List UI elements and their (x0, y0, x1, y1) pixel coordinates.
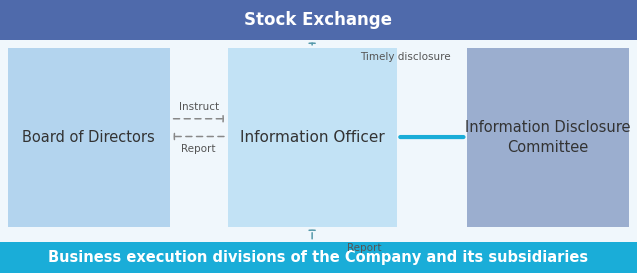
Bar (0, 0, 637, 40)
Text: Report: Report (347, 244, 382, 253)
Bar (228, 48, 397, 227)
Text: Stock Exchange: Stock Exchange (245, 11, 392, 29)
Bar (467, 48, 629, 227)
Bar (8, 48, 170, 227)
Text: Board of Directors: Board of Directors (22, 130, 155, 145)
Text: Information Disclosure
Committee: Information Disclosure Committee (466, 120, 631, 155)
Text: Instruct: Instruct (179, 102, 218, 112)
Text: Report: Report (182, 144, 216, 154)
Text: Timely disclosure: Timely disclosure (360, 52, 450, 62)
Text: Business execution divisions of the Company and its subsidiaries: Business execution divisions of the Comp… (48, 250, 589, 265)
Bar (0, 242, 637, 273)
Text: Information Officer: Information Officer (240, 130, 385, 145)
